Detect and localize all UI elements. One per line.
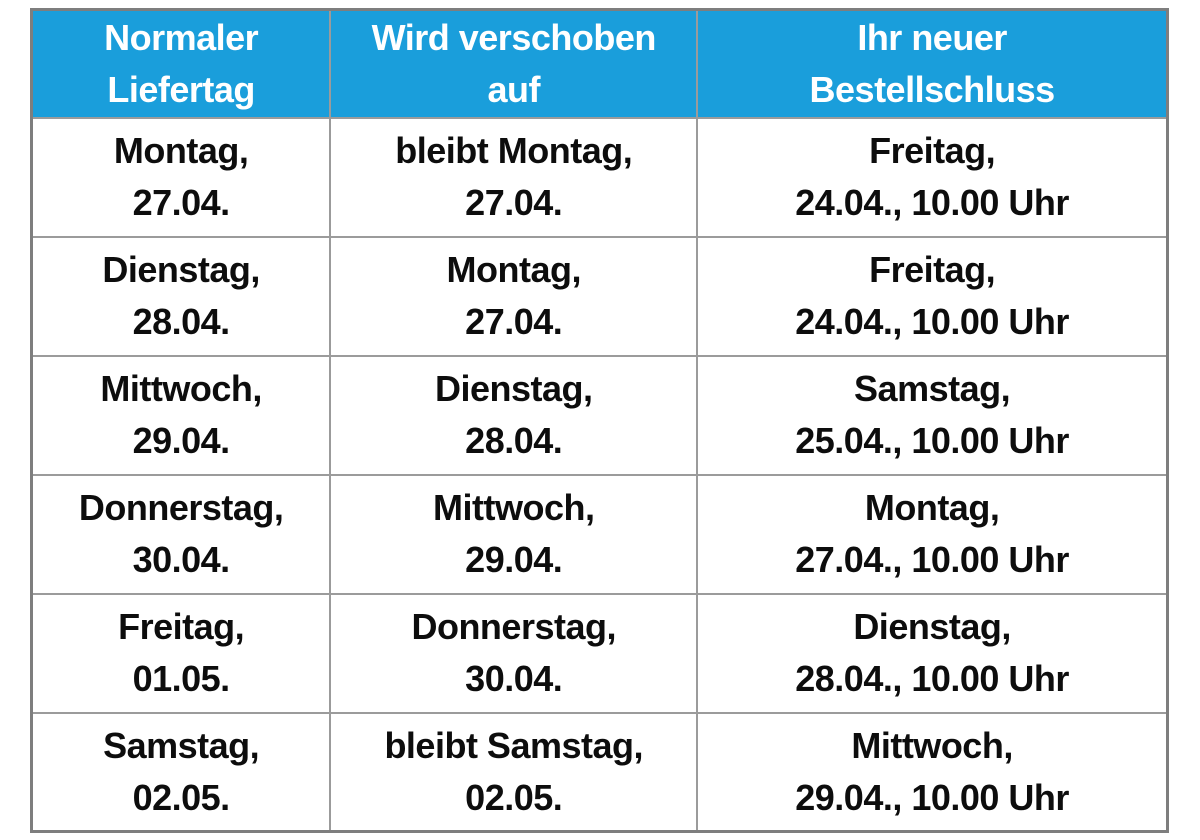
column-header-normaler-liefertag: Normaler Liefertag: [30, 8, 332, 119]
cell-line2: 30.04.: [465, 658, 563, 699]
header-row: Normaler Liefertag Wird verschoben auf I…: [30, 8, 1169, 119]
cell-line1: Dienstag,: [102, 249, 260, 290]
header-line1: Wird verschoben: [371, 16, 657, 58]
cell-line1: bleibt Montag,: [395, 130, 633, 171]
cell-line1: Freitag,: [118, 606, 245, 647]
table-row: Samstag, 02.05. bleibt Samstag, 02.05. M…: [30, 711, 1169, 833]
table-body: Montag, 27.04. bleibt Montag, 27.04. Fre…: [30, 116, 1169, 833]
cell-line2: 24.04., 10.00 Uhr: [795, 301, 1069, 342]
delivery-schedule-table: Normaler Liefertag Wird verschoben auf I…: [30, 8, 1169, 833]
cell-line1: Montag,: [113, 130, 249, 171]
cell-line1: Montag,: [446, 249, 581, 290]
table-row: Donnerstag, 30.04. Mittwoch, 29.04. Mont…: [30, 473, 1169, 595]
table-row: Freitag, 01.05. Donnerstag, 30.04. Diens…: [30, 592, 1169, 714]
header-line1: Ihr neuer: [857, 16, 1007, 58]
cell-line1: Samstag,: [854, 368, 1011, 409]
cell-line2: 27.04.: [465, 301, 563, 342]
table-cell: Montag, 27.04.: [30, 116, 332, 238]
cell-line1: Mittwoch,: [432, 487, 595, 528]
table-cell: bleibt Samstag, 02.05.: [329, 711, 699, 833]
cell-line1: Freitag,: [869, 130, 996, 171]
cell-line1: bleibt Samstag,: [384, 724, 643, 766]
cell-line1: Dienstag,: [434, 368, 593, 409]
cell-line2: 27.04., 10.00 Uhr: [795, 539, 1069, 580]
cell-line1: Freitag,: [869, 249, 996, 290]
table-cell: Donnerstag, 30.04.: [30, 473, 332, 595]
header-line2: Bestellschluss: [809, 68, 1056, 110]
header-line2: Liefertag: [107, 68, 255, 110]
table-cell: bleibt Montag, 27.04.: [329, 116, 699, 238]
cell-line1: Donnerstag,: [411, 606, 616, 647]
cell-line2: 28.04.: [132, 301, 231, 342]
table-cell: Mittwoch, 29.04.: [30, 354, 332, 476]
column-header-ihr-neuer-bestellschluss: Ihr neuer Bestellschluss: [696, 8, 1169, 119]
cell-line1: Mittwoch,: [100, 368, 262, 409]
cell-line2: 30.04.: [132, 539, 231, 580]
cell-line1: Dienstag,: [853, 606, 1011, 647]
cell-line1: Donnerstag,: [78, 487, 284, 528]
table-cell: Donnerstag, 30.04.: [329, 592, 699, 714]
table-row: Dienstag, 28.04. Montag, 27.04. Freitag,…: [30, 235, 1169, 357]
table-cell: Freitag, 24.04., 10.00 Uhr: [696, 116, 1169, 238]
cell-line2: 02.05.: [132, 776, 231, 818]
table-cell: Dienstag, 28.04.: [329, 354, 699, 476]
cell-line1: Mittwoch,: [851, 724, 1013, 766]
table-cell: Freitag, 24.04., 10.00 Uhr: [696, 235, 1169, 357]
table-cell: Mittwoch, 29.04., 10.00 Uhr: [696, 711, 1169, 833]
cell-line2: 02.05.: [465, 776, 563, 818]
column-header-wird-verschoben-auf: Wird verschoben auf: [329, 8, 699, 119]
header-line2: auf: [487, 68, 540, 110]
cell-line2: 28.04., 10.00 Uhr: [795, 658, 1069, 699]
table-cell: Montag, 27.04., 10.00 Uhr: [696, 473, 1169, 595]
table-row: Mittwoch, 29.04. Dienstag, 28.04. Samsta…: [30, 354, 1169, 476]
cell-line2: 29.04., 10.00 Uhr: [795, 776, 1069, 818]
table-cell: Samstag, 25.04., 10.00 Uhr: [696, 354, 1169, 476]
header-line1: Normaler: [104, 16, 259, 58]
cell-line2: 27.04.: [132, 182, 231, 223]
cell-line2: 27.04.: [465, 182, 563, 223]
cell-line2: 24.04., 10.00 Uhr: [795, 182, 1069, 223]
table-header: Normaler Liefertag Wird verschoben auf I…: [30, 8, 1169, 119]
table-cell: Montag, 27.04.: [329, 235, 699, 357]
cell-line2: 01.05.: [132, 658, 231, 699]
table-row: Montag, 27.04. bleibt Montag, 27.04. Fre…: [30, 116, 1169, 238]
cell-line2: 29.04.: [465, 539, 563, 580]
cell-line2: 25.04., 10.00 Uhr: [795, 420, 1069, 461]
cell-line2: 29.04.: [132, 420, 231, 461]
table-cell: Freitag, 01.05.: [30, 592, 332, 714]
cell-line2: 28.04.: [465, 420, 563, 461]
cell-line1: Montag,: [864, 487, 1000, 528]
cell-line1: Samstag,: [103, 724, 260, 766]
table-cell: Dienstag, 28.04.: [30, 235, 332, 357]
table-cell: Dienstag, 28.04., 10.00 Uhr: [696, 592, 1169, 714]
table-cell: Samstag, 02.05.: [30, 711, 332, 833]
table-cell: Mittwoch, 29.04.: [329, 473, 699, 595]
